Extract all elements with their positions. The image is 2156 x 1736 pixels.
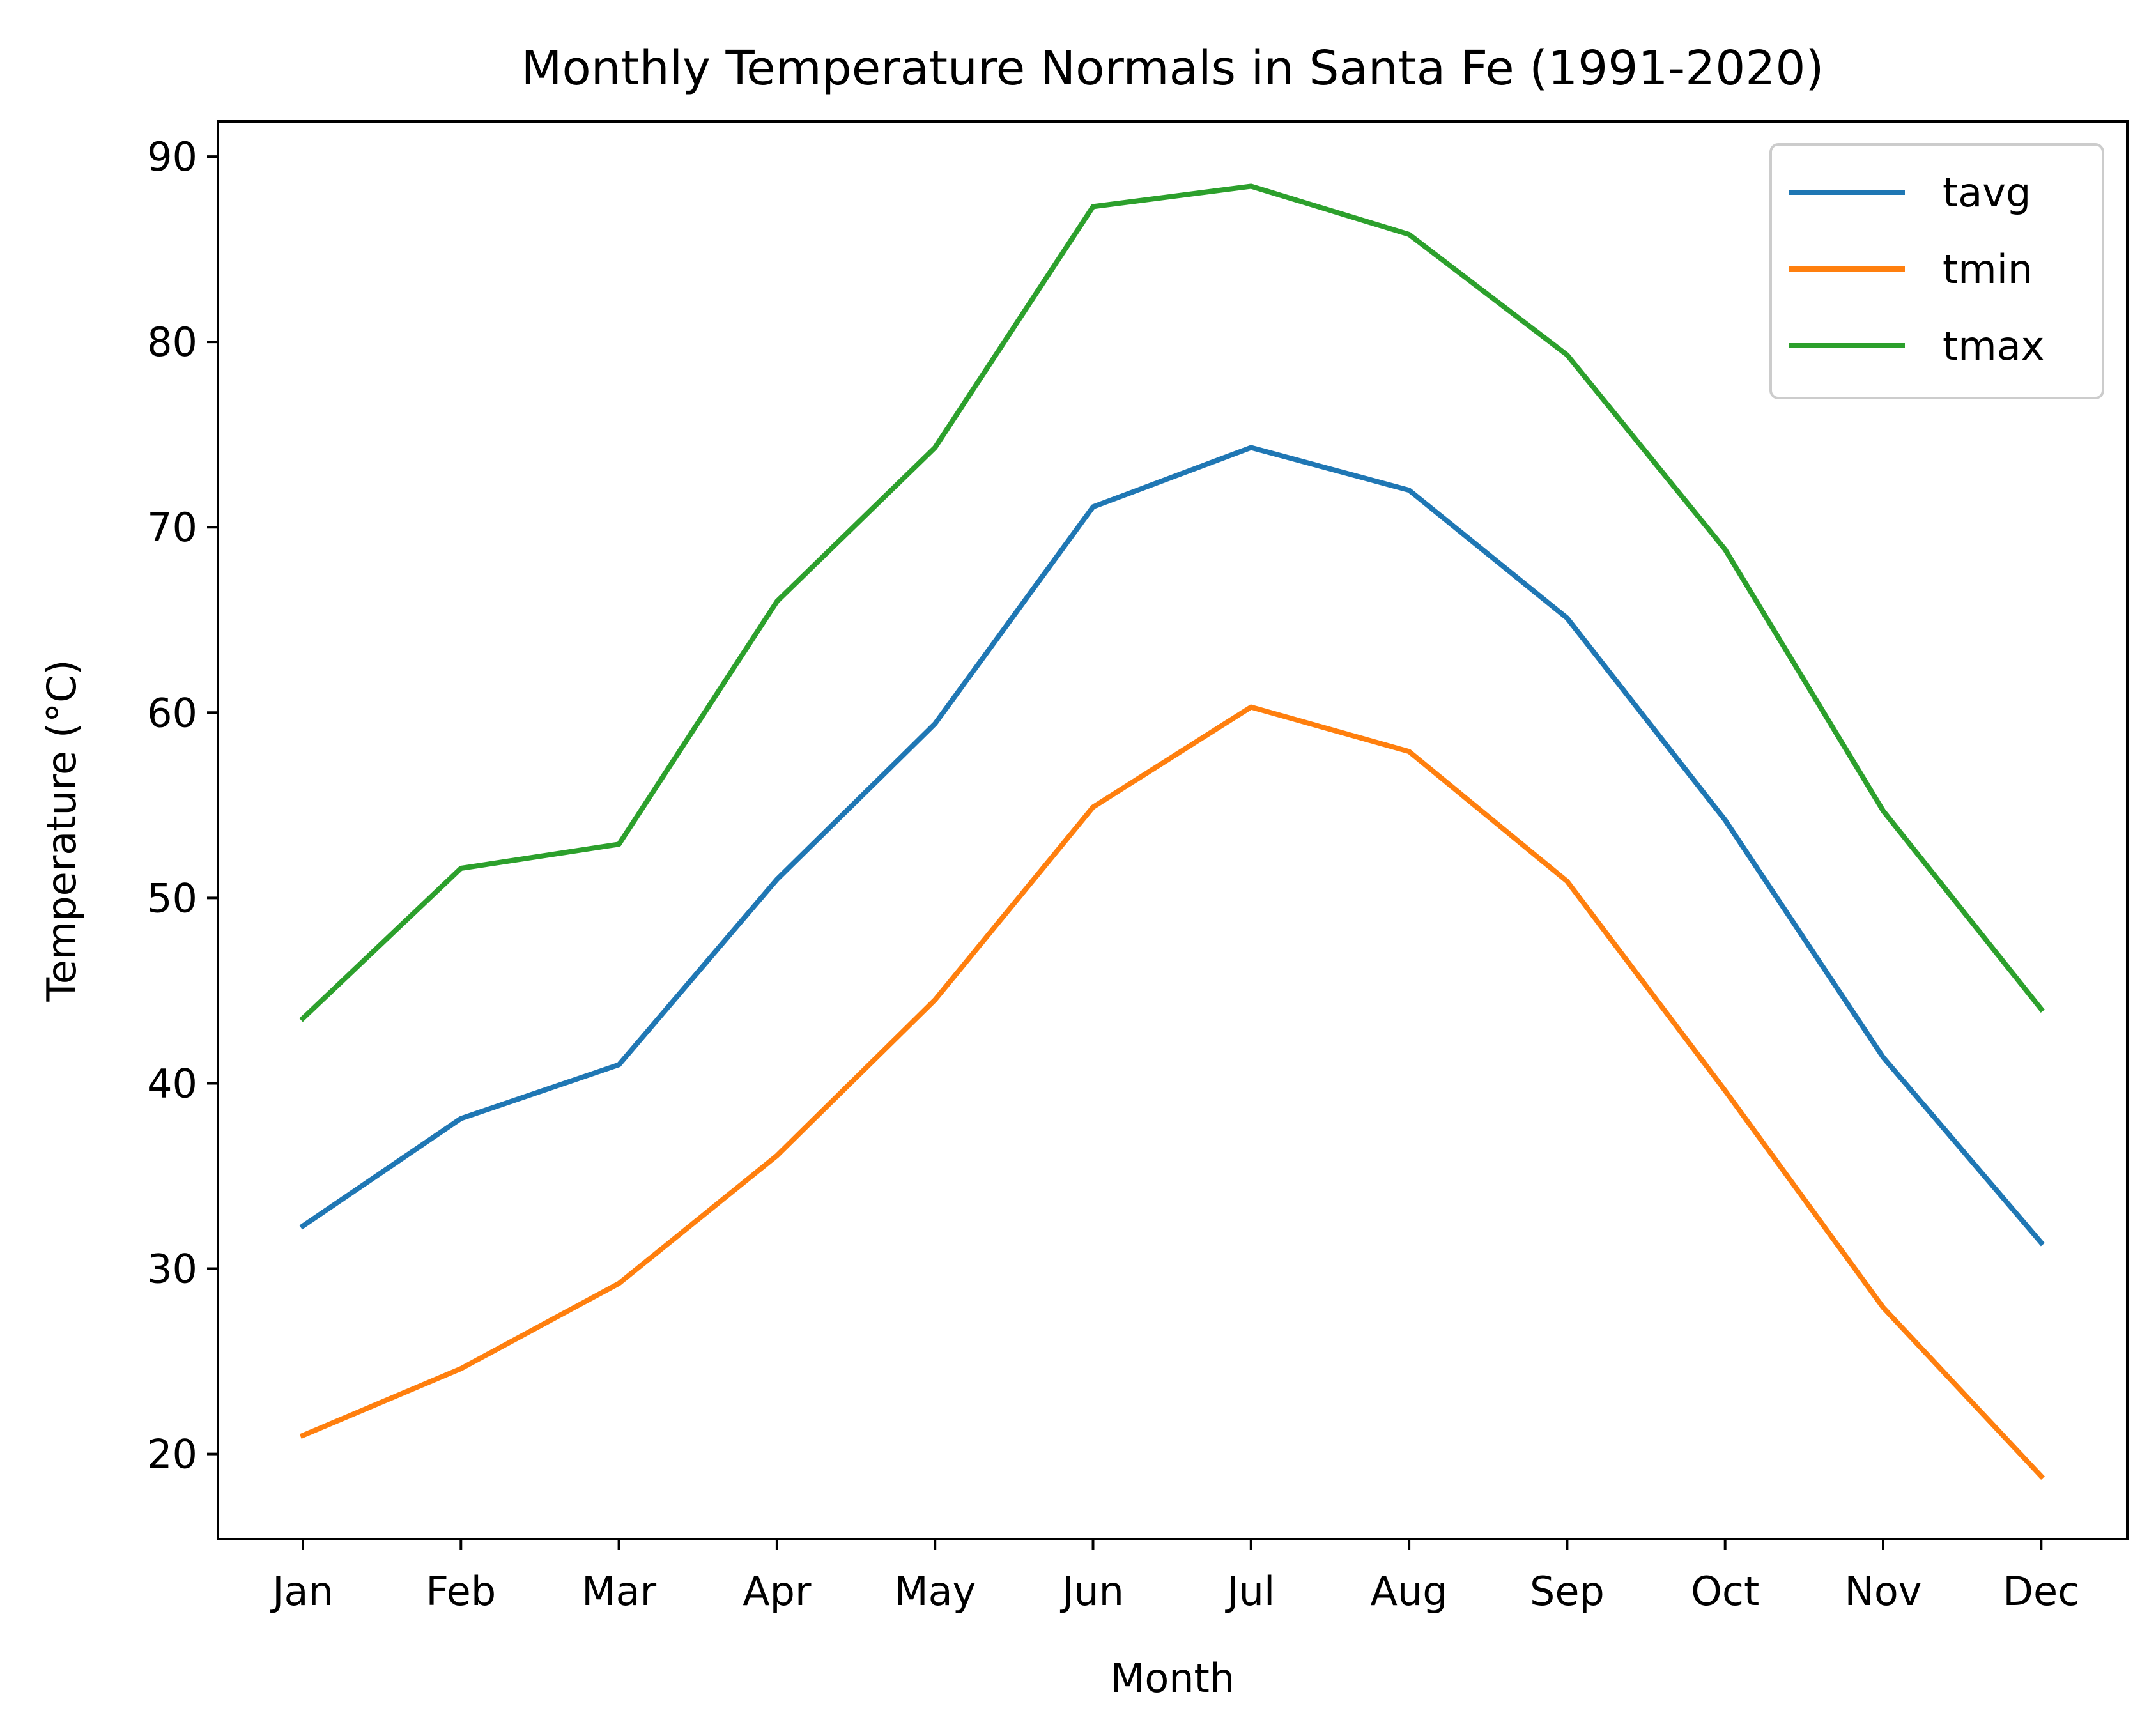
y-tick-label: 70: [147, 504, 197, 551]
y-tick-label: 50: [147, 875, 197, 921]
y-tick-label: 90: [147, 134, 197, 180]
plot-area-frame: [217, 120, 2129, 1540]
x-tick-label: Jul: [1224, 1568, 1275, 1615]
series-layer: [299, 183, 2045, 1480]
y-tick-label: 30: [147, 1246, 197, 1293]
x-tick-label: May: [894, 1568, 976, 1615]
x-axis-label: Month: [1111, 1655, 1235, 1701]
x-tick-label: Mar: [581, 1568, 656, 1615]
series-line-tavg: [299, 445, 2045, 1247]
y-tick-label: 60: [147, 689, 197, 736]
y-tick-label: 40: [147, 1060, 197, 1107]
y-axis-label: Temperature (°C): [38, 659, 85, 1002]
x-tick-label: Oct: [1691, 1568, 1759, 1615]
x-tick-label: Jan: [270, 1568, 334, 1615]
legend-label-tmax: tmax: [1943, 323, 2044, 369]
x-tick-label: Apr: [743, 1568, 812, 1615]
y-axis-ticks: 20 30 40 50 60 70 80 90: [147, 134, 218, 1478]
legend-label-tavg: tavg: [1943, 169, 2031, 216]
chart-title: Monthly Temperature Normals in Santa Fe …: [521, 41, 1824, 96]
y-tick-label: 20: [147, 1431, 197, 1478]
x-axis-ticks: Jan Feb Mar Apr May Jun Jul Aug Sep Oct Nov Dec: [270, 1539, 2079, 1615]
x-tick-label: Feb: [426, 1568, 496, 1615]
y-tick-label: 80: [147, 319, 197, 365]
x-tick-label: Sep: [1530, 1568, 1605, 1615]
legend-box: [1769, 143, 2104, 399]
series-line-tmax: [299, 183, 2045, 1022]
legend-label-tmin: tmin: [1943, 246, 2033, 293]
legend: tavg tmin tmax: [1769, 143, 2104, 399]
x-tick-label: Aug: [1371, 1568, 1448, 1615]
x-tick-label: Dec: [2003, 1568, 2079, 1615]
x-tick-label: Jun: [1059, 1568, 1124, 1615]
x-tick-label: Nov: [1844, 1568, 1921, 1615]
series-line-tmin: [299, 704, 2045, 1480]
